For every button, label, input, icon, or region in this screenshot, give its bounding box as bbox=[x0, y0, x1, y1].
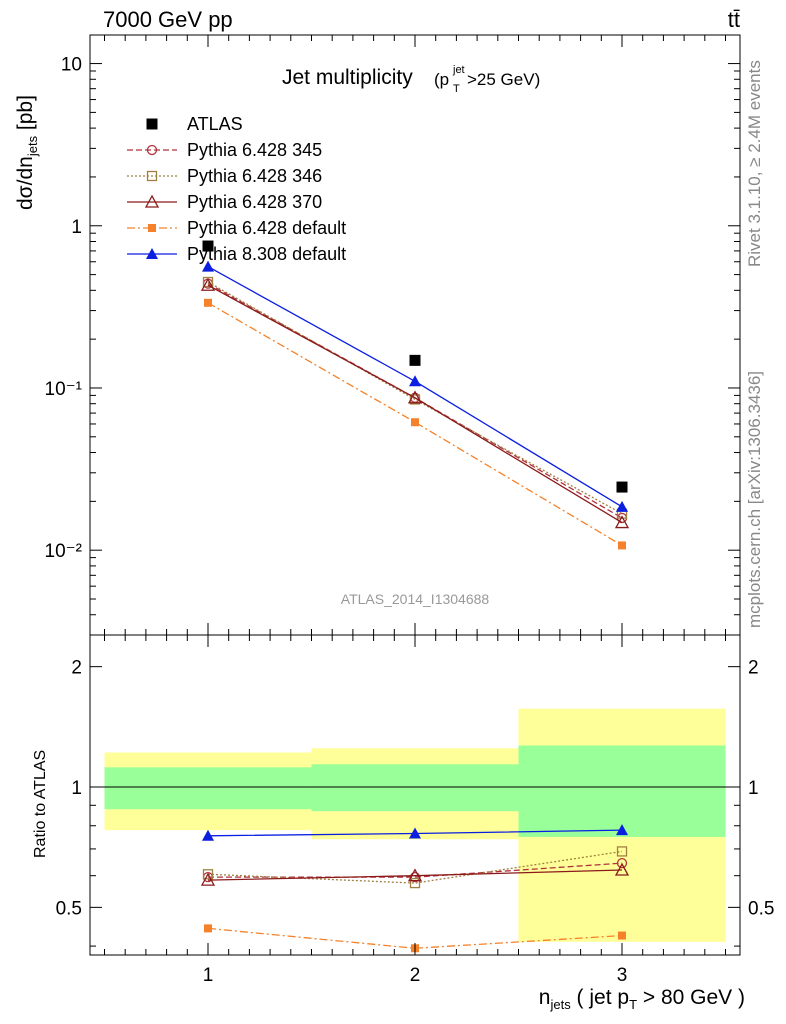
legend: ATLAS Pythia 6.428 345 Pythia 6.428 346 Pyt… bbox=[127, 114, 346, 264]
plot-title-tail: >25 GeV) bbox=[467, 70, 540, 89]
data-point-atlas bbox=[616, 481, 628, 493]
uncertainty-band-inner bbox=[518, 745, 726, 837]
y-axis-label: dσ/dnjets [pb] bbox=[14, 95, 40, 210]
legend-entry-py8: Pythia 8.308 default bbox=[127, 244, 346, 264]
series-py8 bbox=[201, 260, 629, 512]
ratio-point-py8 bbox=[201, 829, 214, 841]
legend-marker-py370 bbox=[144, 194, 160, 208]
ratio-line-py346 bbox=[207, 850, 623, 884]
ratio-y-tick-label: 1 bbox=[71, 778, 82, 799]
ratio-point-py8 bbox=[616, 824, 629, 836]
data-point-py370 bbox=[200, 277, 216, 291]
ratio-point-py370 bbox=[200, 872, 216, 886]
ratio-y-tick-label-right: 0.5 bbox=[748, 898, 774, 919]
ratio-point-py8 bbox=[409, 827, 421, 839]
y-tick-label: 10⁻² bbox=[45, 541, 83, 562]
legend-entry-atlas: ATLAS bbox=[146, 114, 243, 134]
ratio-plot-panel: 0.5 0.5 1 1 2 2 1 2 3 Ratio to ATLAS njets ( jet… bbox=[32, 634, 774, 1012]
y-tick-label: 10⁻¹ bbox=[45, 379, 83, 400]
ratio-y-tick-label: 0.5 bbox=[56, 898, 82, 919]
x-tick-label: 3 bbox=[617, 965, 628, 986]
header-right-label: tt̄ bbox=[728, 7, 740, 32]
legend-label-py370: Pythia 6.428 370 bbox=[187, 192, 322, 212]
data-point-py370 bbox=[407, 390, 423, 404]
legend-label-py346: Pythia 6.428 346 bbox=[187, 166, 322, 186]
data-point-py370 bbox=[614, 515, 630, 529]
data-point-py8 bbox=[201, 260, 214, 272]
x-tick-label: 1 bbox=[203, 965, 214, 986]
data-point-py8 bbox=[409, 375, 421, 387]
legend-marker-py345 bbox=[146, 144, 158, 156]
uncertainty-band-inner bbox=[104, 767, 312, 810]
legend-entry-py370: Pythia 6.428 370 bbox=[127, 192, 322, 212]
ratio-point-py346 bbox=[409, 877, 421, 889]
series-line-py8 bbox=[207, 266, 623, 508]
data-point-py8 bbox=[616, 500, 629, 512]
mcplots-label: mcplots.cern.ch [arXiv:1306.3436] bbox=[745, 371, 764, 628]
ratio-point-pydefault bbox=[203, 924, 212, 933]
ratio-point-pydefault bbox=[618, 931, 627, 940]
ratio-line-pydefault bbox=[207, 927, 623, 949]
x-axis-label: njets ( jet pT > 80 GeV ) bbox=[539, 986, 745, 1012]
ratio-y-tick-label-right: 2 bbox=[748, 658, 759, 679]
series-py370 bbox=[200, 277, 630, 529]
data-point-pydefault bbox=[203, 298, 212, 307]
x-tick-label: 2 bbox=[410, 965, 421, 986]
ratio-y-tick-label-right: 1 bbox=[748, 778, 759, 799]
header-left-label: 7000 GeV pp bbox=[103, 7, 233, 32]
legend-entry-pydefault: Pythia 6.428 default bbox=[127, 218, 346, 238]
legend-marker-atlas bbox=[146, 118, 158, 130]
ratio-y-axis-label: Ratio to ATLAS bbox=[32, 750, 49, 858]
y-tick-label: 1 bbox=[71, 217, 82, 238]
legend-entry-py345: Pythia 6.428 345 bbox=[127, 140, 322, 160]
ratio-y-tick-label: 2 bbox=[71, 658, 82, 679]
ratio-point-py346 bbox=[616, 846, 628, 857]
legend-label-py8: Pythia 8.308 default bbox=[187, 244, 346, 264]
ratio-point-py346 bbox=[202, 869, 214, 880]
series-line-py346 bbox=[207, 281, 623, 515]
y-tick-label: 10 bbox=[61, 55, 82, 76]
plot-title-subscript: T bbox=[453, 83, 460, 95]
legend-marker-pydefault bbox=[148, 224, 156, 232]
ratio-point-py370 bbox=[614, 862, 630, 876]
legend-marker-py346 bbox=[146, 170, 158, 182]
ratio-line-py370 bbox=[207, 869, 623, 881]
ratio-series-py370 bbox=[200, 862, 630, 886]
rivet-version-label: Rivet 3.1.10, ≥ 2.4M events bbox=[745, 60, 764, 267]
legend-marker-py8 bbox=[146, 248, 158, 259]
uncertainty-band-inner bbox=[311, 764, 519, 812]
series-py345 bbox=[202, 278, 628, 524]
plot-title-sup: jet bbox=[452, 64, 465, 76]
analysis-watermark: ATLAS_2014_I1304688 bbox=[341, 591, 490, 607]
series-atlas bbox=[202, 240, 628, 493]
data-point-py346 bbox=[202, 276, 214, 288]
ratio-line-py345 bbox=[207, 862, 623, 878]
ratio-series-py8 bbox=[201, 824, 629, 841]
plot-title-paren: (p bbox=[434, 70, 449, 89]
legend-label-pydefault: Pythia 6.428 default bbox=[187, 218, 346, 238]
ratio-point-py345 bbox=[616, 857, 628, 869]
data-point-atlas bbox=[409, 354, 421, 366]
data-point-atlas bbox=[202, 240, 214, 252]
series-line-py370 bbox=[207, 284, 623, 524]
ratio-series-py346 bbox=[202, 846, 628, 889]
legend-label-py345: Pythia 6.428 345 bbox=[187, 140, 322, 160]
ratio-point-py370 bbox=[407, 868, 423, 882]
data-point-pydefault bbox=[411, 418, 419, 427]
legend-entry-py346: Pythia 6.428 346 bbox=[127, 166, 322, 186]
data-point-pydefault bbox=[618, 541, 627, 550]
main-plot-panel: 10⁻² 10⁻¹ 1 10 Jet multiplicity (p jet T >2… bbox=[14, 34, 741, 636]
legend-label-atlas: ATLAS bbox=[187, 114, 243, 134]
plot-title: Jet multiplicity bbox=[282, 66, 413, 89]
series-pydefault bbox=[203, 298, 627, 550]
